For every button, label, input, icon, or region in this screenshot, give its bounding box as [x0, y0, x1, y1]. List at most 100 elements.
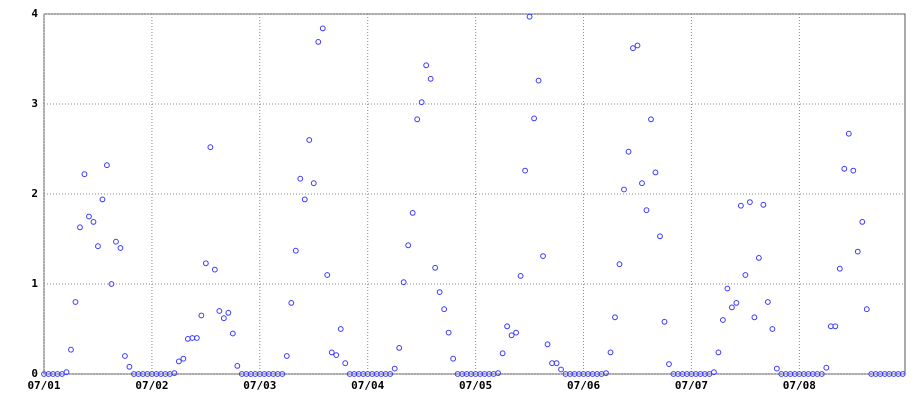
point — [751, 314, 758, 321]
point — [414, 116, 421, 123]
point — [104, 162, 110, 169]
point — [427, 75, 434, 82]
point — [818, 371, 825, 377]
x-tick-label: 07/02 — [135, 379, 168, 392]
point — [657, 233, 663, 240]
x-tick-label: 07/05 — [459, 379, 492, 392]
point — [504, 323, 510, 330]
point — [391, 365, 398, 372]
point — [711, 369, 717, 376]
point — [86, 213, 92, 220]
point — [441, 306, 448, 313]
point — [77, 224, 83, 231]
point — [733, 300, 740, 306]
point — [193, 335, 200, 341]
point — [666, 361, 672, 368]
point — [337, 326, 344, 332]
point — [863, 306, 870, 313]
point — [769, 326, 776, 332]
point — [220, 315, 227, 322]
point — [315, 39, 322, 45]
point — [418, 99, 425, 106]
point — [409, 210, 416, 216]
point — [180, 355, 187, 362]
point — [99, 196, 106, 203]
point — [603, 370, 609, 377]
point — [648, 116, 654, 123]
point — [526, 13, 533, 20]
point — [117, 245, 124, 251]
point — [531, 115, 537, 122]
point — [81, 171, 88, 178]
point — [342, 360, 349, 367]
point — [324, 272, 331, 278]
y-tick-label: 4 — [31, 7, 38, 20]
point — [737, 202, 744, 209]
point — [405, 242, 412, 249]
point — [63, 369, 70, 376]
point — [113, 238, 119, 245]
point — [742, 272, 749, 278]
point — [634, 42, 641, 49]
point — [108, 281, 115, 287]
point — [832, 323, 839, 330]
point — [423, 62, 430, 69]
point — [522, 167, 528, 174]
y-tick-label: 1 — [31, 277, 38, 290]
point — [607, 349, 614, 356]
point — [845, 130, 852, 137]
point — [850, 167, 857, 174]
point — [400, 279, 407, 286]
point — [841, 165, 848, 172]
point — [306, 137, 313, 143]
point — [216, 308, 223, 314]
y-tick-label: 3 — [31, 97, 38, 110]
point — [72, 299, 79, 305]
point — [310, 180, 317, 187]
point — [436, 289, 443, 296]
point — [288, 300, 295, 306]
point — [184, 336, 191, 342]
point — [746, 199, 753, 206]
point — [558, 366, 564, 373]
point — [328, 349, 335, 356]
point — [755, 255, 762, 261]
point — [823, 364, 830, 371]
point — [90, 219, 97, 225]
point — [319, 25, 326, 32]
point — [301, 196, 308, 203]
point — [612, 314, 618, 321]
point — [211, 266, 218, 273]
point — [553, 360, 560, 367]
point — [508, 332, 515, 339]
point — [171, 370, 178, 377]
point — [279, 371, 286, 377]
point — [198, 312, 205, 319]
point — [387, 371, 394, 377]
point — [297, 175, 304, 182]
point — [899, 371, 906, 377]
point — [729, 304, 735, 311]
point — [495, 370, 502, 377]
point — [836, 265, 843, 272]
point — [724, 285, 731, 292]
point — [639, 180, 645, 187]
point — [764, 299, 771, 305]
point — [292, 247, 299, 254]
point — [225, 309, 232, 316]
point — [517, 273, 524, 279]
point — [630, 45, 636, 52]
point — [513, 329, 519, 336]
point — [432, 264, 439, 271]
x-tick-label: 07/01 — [27, 379, 60, 392]
point — [643, 207, 650, 214]
point — [333, 352, 340, 359]
point — [625, 148, 632, 155]
point — [234, 363, 241, 369]
y-tick-label: 2 — [31, 187, 38, 200]
point — [652, 169, 659, 176]
point — [396, 345, 403, 351]
point — [445, 329, 452, 336]
point — [773, 365, 780, 372]
